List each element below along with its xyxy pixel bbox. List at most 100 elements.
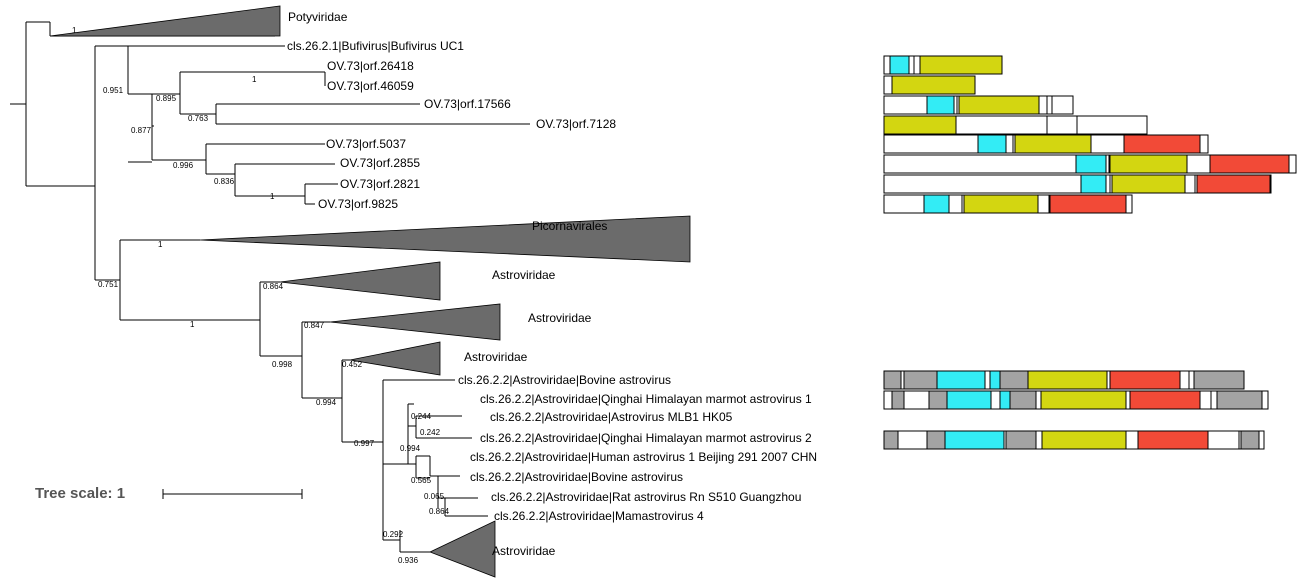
- domain-segment-cyan: [923, 194, 950, 214]
- domain-segment-blank: [883, 55, 891, 75]
- leaf-label: OV.73|orf.17566: [424, 97, 511, 111]
- domain-segment-red: [1049, 194, 1127, 214]
- domain-track-orf2855: [883, 154, 1297, 174]
- support-value: 0.936: [398, 556, 419, 565]
- domain-segment-blank: [1037, 194, 1050, 214]
- leaf-label: OV.73|orf.7128: [536, 117, 616, 131]
- support-value: 1: [190, 320, 195, 329]
- domain-segment-blank: [953, 95, 958, 115]
- support-value: 0.877: [131, 126, 152, 135]
- domain-track-orf46059: [883, 75, 976, 95]
- domain-segment-olive: [1111, 174, 1186, 194]
- support-value: 0.751: [98, 280, 119, 289]
- support-value: 0.244: [411, 412, 432, 421]
- domain-segment-gray: [1216, 390, 1263, 410]
- domain-segment-blank: [903, 390, 930, 410]
- domain-segment-blank: [1261, 390, 1269, 410]
- domain-segment-blank: [883, 194, 925, 214]
- domain-segment-gray: [928, 390, 948, 410]
- domain-segment-blank: [900, 370, 905, 390]
- support-value: 0.998: [272, 360, 293, 369]
- domain-segment-cyan: [936, 370, 986, 390]
- domain-segment-olive: [1040, 390, 1127, 410]
- support-value: 1: [158, 240, 163, 249]
- support-value: 0.065: [424, 492, 445, 501]
- domain-segment-blank: [1199, 390, 1212, 410]
- clade-label-potyviridae: Potyviridae: [288, 10, 348, 24]
- leaf-label: cls.26.2.2|Astroviridae|Qinghai Himalaya…: [480, 431, 812, 445]
- domain-track-orf17566: [883, 95, 1074, 115]
- domain-segment-gray: [1009, 390, 1037, 410]
- domain-segment-gray: [1240, 430, 1260, 450]
- domain-segment-olive: [958, 95, 1040, 115]
- domain-segment-blank: [955, 115, 1048, 135]
- domain-segment-cyan: [946, 390, 992, 410]
- domain-segment-olive: [883, 115, 957, 135]
- clade-label-picornavirales: Picornavirales: [532, 219, 607, 233]
- leaf-label: cls.26.2.2|Astroviridae|Astrovirus MLB1 …: [490, 410, 733, 424]
- leaf-label: OV.73|orf.2821: [340, 177, 420, 191]
- domain-segment-red: [1109, 370, 1181, 390]
- support-value: 0.994: [316, 398, 337, 407]
- support-value: 0.565: [411, 476, 432, 485]
- leaf-label: cls.26.2.1|Bufivirus|Bufivirus UC1: [287, 39, 464, 53]
- domain-segment-olive: [1027, 370, 1108, 390]
- domain-segment-blank: [1125, 430, 1139, 450]
- domain-segment-blank: [1035, 390, 1042, 410]
- tree-scale: Tree scale: 1: [35, 485, 303, 502]
- leaf-label: cls.26.2.2|Astroviridae|Human astrovirus…: [470, 450, 817, 464]
- support-value: 0.996: [173, 161, 194, 170]
- domain-segment-gray: [926, 430, 946, 450]
- clade-triangle-astroviridae-3: [349, 341, 441, 376]
- domain-track-orf2821: [883, 174, 1272, 194]
- domain-segment-gray: [1005, 430, 1037, 450]
- support-value: 0.994: [400, 444, 421, 453]
- domain-track-orf26418: [883, 55, 1003, 75]
- domain-segment-blank: [883, 75, 893, 95]
- support-value: 0.836: [214, 177, 235, 186]
- support-value: 0.951: [103, 86, 124, 95]
- domain-segment-gray: [883, 430, 899, 450]
- support-value: 0.292: [383, 530, 404, 539]
- leaf-label: cls.26.2.2|Astroviridae|Bovine astroviru…: [458, 373, 671, 387]
- tree-scale-label: Tree scale: 1: [35, 485, 125, 502]
- domain-segment-red: [1129, 390, 1201, 410]
- leaf-label: cls.26.2.2|Astroviridae|Bovine astroviru…: [470, 470, 683, 484]
- domain-segment-gray: [891, 390, 905, 410]
- domain-segment-blank: [1186, 154, 1211, 174]
- support-value: 1: [252, 75, 257, 84]
- leaf-label: OV.73|orf.2855: [340, 156, 420, 170]
- domain-track-bovine-astro-1: [883, 370, 1245, 390]
- domain-segment-olive: [963, 194, 1039, 214]
- support-value: 0.864: [263, 282, 284, 291]
- domain-segment-blank: [1035, 430, 1043, 450]
- clade-label-astroviridae-1: Astroviridae: [492, 268, 556, 282]
- leaf-label: OV.73|orf.9825: [318, 197, 398, 211]
- domain-segment-blank: [897, 430, 928, 450]
- clade-triangle-picornavirales: [199, 215, 691, 263]
- support-value: 0.242: [420, 428, 441, 437]
- support-value: 1: [270, 192, 275, 201]
- domain-segment-blank: [1005, 134, 1014, 154]
- domain-segment-gray: [883, 370, 902, 390]
- domain-track-orf9825: [883, 194, 1133, 214]
- clade-triangle-potyviridae: [49, 5, 281, 37]
- support-value: 1: [72, 26, 77, 35]
- domain-segment-cyan: [977, 134, 1007, 154]
- domain-segment-gray: [999, 370, 1029, 390]
- domain-segment-blank: [1179, 370, 1190, 390]
- domain-segment-blank: [908, 55, 915, 75]
- clade-label-astroviridae-2: Astroviridae: [528, 311, 592, 325]
- domain-segment-cyan: [944, 430, 1005, 450]
- domain-track-orf7128: [883, 115, 1148, 135]
- support-value: 0.452: [342, 360, 363, 369]
- domain-segment-gray: [1193, 370, 1245, 390]
- domain-segment-blank: [1258, 430, 1265, 450]
- domain-segment-olive: [891, 75, 976, 95]
- domain-segment-cyan: [989, 370, 1001, 390]
- domain-segment-blank: [1046, 115, 1078, 135]
- domain-segment-blank: [883, 154, 1077, 174]
- leaf-label: cls.26.2.2|Astroviridae|Rat astrovirus R…: [491, 490, 801, 504]
- clade-triangle-astroviridae-2: [329, 303, 501, 341]
